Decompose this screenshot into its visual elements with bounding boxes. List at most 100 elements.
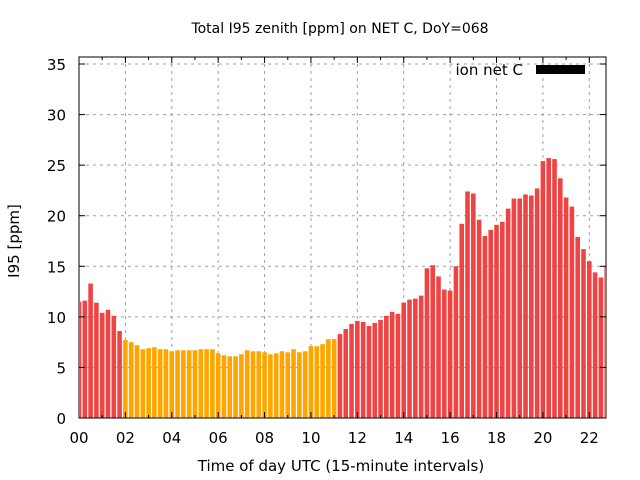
- bar: [273, 353, 279, 418]
- bar: [244, 350, 250, 418]
- bar: [82, 300, 88, 418]
- bar: [413, 298, 418, 418]
- bar: [192, 350, 198, 418]
- x-tick-label: 02: [116, 429, 135, 447]
- bar: [378, 319, 383, 418]
- bar: [105, 309, 111, 418]
- legend-label: ion net C: [456, 61, 523, 79]
- bars: [80, 158, 605, 418]
- y-tick-label: 5: [56, 359, 66, 377]
- bar: [592, 272, 598, 418]
- bar: [384, 315, 389, 418]
- bar: [436, 276, 441, 418]
- bar: [505, 208, 511, 418]
- bar: [401, 302, 407, 418]
- bar: [488, 229, 494, 418]
- x-tick-label: 06: [209, 429, 228, 447]
- y-tick-label: 20: [47, 208, 66, 226]
- bar: [552, 159, 557, 418]
- y-tick-label: 10: [47, 309, 66, 327]
- y-tick-label: 15: [47, 258, 66, 276]
- bar: [355, 320, 360, 418]
- bar: [482, 235, 488, 418]
- y-tick-label: 25: [47, 157, 66, 175]
- y-tick-labels: 0 5 10 15 20 25 30 35: [47, 56, 66, 428]
- y-tick-label: 35: [47, 56, 66, 74]
- bar: [227, 356, 233, 418]
- bar: [471, 193, 476, 418]
- bar: [262, 352, 267, 418]
- bar: [152, 347, 157, 418]
- bar: [198, 349, 204, 418]
- x-tick-label: 04: [162, 429, 181, 447]
- bar: [128, 342, 134, 418]
- bar: [80, 301, 82, 418]
- bar: [604, 266, 605, 418]
- bar: [465, 191, 470, 418]
- bar: [250, 351, 256, 418]
- bar: [94, 302, 99, 418]
- y-tick-label: 0: [56, 410, 66, 428]
- plot-frame: [78, 56, 607, 419]
- bar: [447, 290, 453, 418]
- x-tick-label: 00: [69, 429, 88, 447]
- bar: [291, 349, 296, 418]
- bar: [308, 346, 314, 418]
- bar: [407, 299, 412, 418]
- bar: [331, 339, 337, 418]
- bar: [546, 158, 552, 418]
- bar: [163, 349, 169, 418]
- bar: [558, 178, 563, 418]
- bar: [395, 313, 401, 418]
- bar: [285, 352, 291, 418]
- bar: [587, 261, 592, 418]
- bar: [302, 351, 308, 418]
- bar: [442, 289, 447, 418]
- bar: [320, 344, 325, 418]
- axis-ticks: [78, 57, 606, 419]
- bar: [204, 349, 209, 418]
- bar: [563, 197, 569, 418]
- bar: [279, 351, 285, 418]
- legend: ion net C: [456, 61, 585, 79]
- bar: [215, 353, 221, 418]
- bar: [517, 198, 523, 418]
- y-axis-label: I95 [ppm]: [5, 204, 23, 278]
- x-tick-label: 12: [348, 429, 367, 447]
- bar: [581, 249, 586, 418]
- bar: [140, 349, 146, 418]
- bar: [175, 350, 180, 418]
- bar: [210, 349, 215, 418]
- bar: [459, 223, 465, 418]
- bar: [99, 312, 105, 418]
- bar: [453, 266, 459, 418]
- bar: [181, 350, 186, 418]
- bar: [239, 354, 244, 418]
- bar: [534, 188, 540, 418]
- bar: [111, 315, 117, 418]
- x-tick-label: 14: [394, 429, 413, 447]
- chart-title: Total I95 zenith [ppm] on NET C, DoY=068: [190, 21, 488, 37]
- bar: [476, 219, 482, 418]
- bar: [134, 345, 140, 418]
- bar: [500, 221, 505, 418]
- bar: [268, 354, 273, 418]
- bar: [186, 350, 192, 418]
- bar: [418, 295, 424, 418]
- bar: [314, 346, 320, 418]
- bar: [169, 351, 175, 418]
- bar: [221, 355, 227, 418]
- bar: [117, 331, 122, 418]
- bar: [337, 334, 343, 418]
- bar: [123, 340, 128, 418]
- bar: [389, 311, 395, 418]
- bar: [430, 265, 436, 418]
- x-tick-labels: 00 02 04 06 08 10 12 14 16 18 20 22: [69, 429, 598, 447]
- x-tick-label: 10: [301, 429, 320, 447]
- x-tick-label: 18: [487, 429, 506, 447]
- bar: [326, 339, 331, 418]
- bar: [494, 224, 499, 418]
- bar: [529, 195, 534, 418]
- bar: [349, 323, 354, 418]
